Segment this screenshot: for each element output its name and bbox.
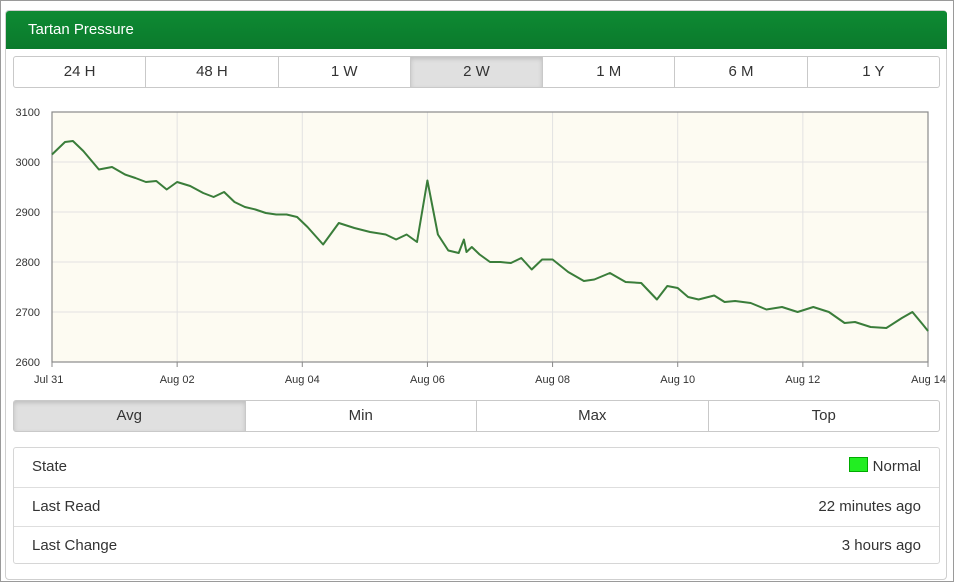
state-row: State Normal (14, 448, 939, 487)
last-read-row: Last Read 22 minutes ago (14, 487, 939, 526)
range-button-1m[interactable]: 1 M (543, 56, 676, 88)
mode-button-avg[interactable]: Avg (13, 400, 246, 432)
range-button-2w[interactable]: 2 W (410, 56, 544, 88)
plot-border (51, 111, 929, 363)
y-tick-label: 2600 (16, 357, 40, 369)
widget-header: Tartan Pressure (6, 11, 947, 49)
x-tick-label: Aug 06 (410, 374, 445, 386)
range-button-1w[interactable]: 1 W (278, 56, 411, 88)
y-tick-label: 2800 (16, 257, 40, 269)
range-button-1y[interactable]: 1 Y (807, 56, 940, 88)
widget-title: Tartan Pressure (28, 21, 134, 38)
aggregation-selector: Avg Min Max Top (13, 400, 940, 432)
state-value: Normal (848, 448, 921, 486)
x-tick-label: Aug 04 (285, 374, 320, 386)
y-tick-label: 3000 (16, 157, 40, 169)
range-button-24h[interactable]: 24 H (13, 56, 147, 88)
pressure-chart: 2600 2700 2800 2900 3000 3100 Jul 31 Aug 02 Aug … (16, 107, 946, 386)
series-line-pressure (51, 140, 929, 332)
last-change-label: Last Change (32, 537, 118, 554)
y-tick-label: 2900 (16, 207, 40, 219)
range-button-48h[interactable]: 48 H (146, 56, 279, 88)
x-tick-label: Aug 14 (911, 374, 946, 386)
mode-button-max[interactable]: Max (477, 400, 709, 432)
state-text: Normal (872, 458, 921, 475)
state-indicator-swatch (848, 457, 868, 472)
mode-button-min[interactable]: Min (245, 400, 477, 432)
x-tick-label: Aug 10 (660, 374, 695, 386)
last-change-row: Last Change 3 hours ago (14, 526, 939, 565)
time-range-selector: 24 H 48 H 1 W 2 W 1 M 6 M 1 Y (13, 56, 940, 88)
x-tick-label: Aug 02 (160, 374, 195, 386)
last-change-value: 3 hours ago (841, 537, 921, 554)
status-table: State Normal Last Read 22 minutes ago La… (13, 447, 940, 564)
plot-area (52, 112, 928, 362)
x-tick-label: Jul 31 (34, 374, 63, 386)
y-tick-label: 3100 (16, 107, 40, 119)
x-tick-label: Aug 12 (785, 374, 820, 386)
mode-button-top[interactable]: Top (708, 400, 940, 432)
x-tick-label: Aug 08 (535, 374, 570, 386)
y-tick-label: 2700 (16, 307, 40, 319)
range-button-6m[interactable]: 6 M (675, 56, 808, 88)
state-label: State (32, 458, 68, 475)
last-read-label: Last Read (32, 498, 101, 515)
last-read-value: 22 minutes ago (818, 498, 921, 515)
